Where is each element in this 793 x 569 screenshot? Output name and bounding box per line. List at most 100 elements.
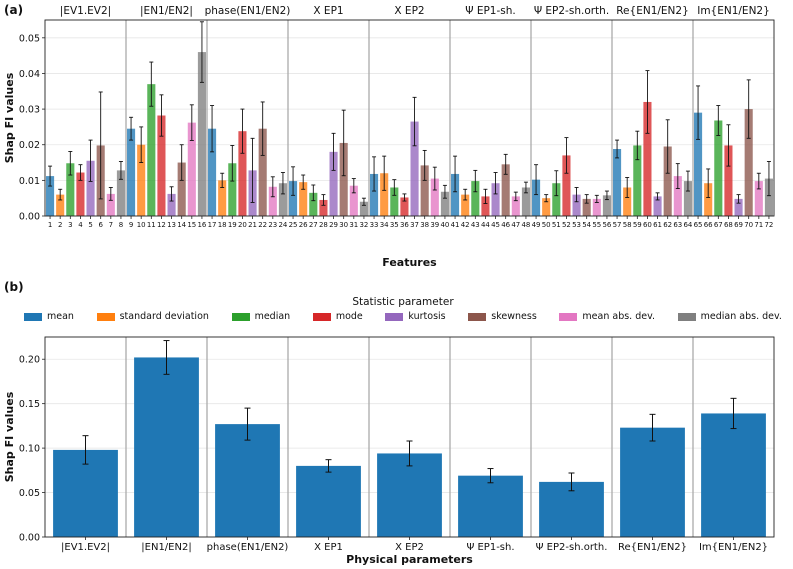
xtick-label-b: Ψ EP2-sh.orth. bbox=[536, 542, 608, 553]
xtick-label-a: 16 bbox=[197, 221, 206, 229]
bar-a bbox=[299, 182, 308, 216]
xtick-label-a: 72 bbox=[764, 221, 773, 229]
xtick-label-a: 61 bbox=[653, 221, 662, 229]
xtick-label-a: 22 bbox=[258, 221, 267, 229]
bar-a bbox=[349, 185, 358, 216]
bar-a bbox=[380, 173, 389, 216]
xtick-label-a: 45 bbox=[491, 221, 500, 229]
bar-a bbox=[683, 181, 692, 216]
bar-a bbox=[137, 144, 146, 216]
xtick-label-a: 29 bbox=[329, 221, 338, 229]
bar-a bbox=[623, 187, 632, 216]
ytick-label-b: 0.20 bbox=[19, 355, 40, 366]
bar-a bbox=[582, 198, 591, 216]
legend-label: mean bbox=[47, 311, 74, 322]
bar-a bbox=[532, 179, 541, 216]
legend-items: mean standard deviation median mode kurtosis… bbox=[18, 311, 788, 322]
bar-a bbox=[602, 195, 611, 216]
bar-a bbox=[673, 176, 682, 216]
group-label-a: X EP2 bbox=[394, 5, 424, 17]
bar-a bbox=[319, 199, 328, 216]
legend-label: median bbox=[254, 311, 291, 322]
xlabel-b: Physical parameters bbox=[346, 553, 473, 566]
xtick-label-a: 62 bbox=[663, 221, 672, 229]
bar-a bbox=[157, 115, 166, 216]
xtick-label-a: 50 bbox=[542, 221, 551, 229]
xtick-label-a: 33 bbox=[370, 221, 379, 229]
legend-swatch bbox=[312, 312, 331, 321]
panel-label-b: (b) bbox=[4, 280, 24, 294]
xtick-label-b: Ψ EP1-sh. bbox=[466, 542, 514, 553]
bar-a bbox=[451, 173, 460, 216]
ytick-label-b: 0.00 bbox=[19, 533, 40, 544]
bar-a bbox=[56, 194, 65, 216]
xtick-label-a: 25 bbox=[289, 221, 298, 229]
xtick-label-a: 9 bbox=[129, 221, 133, 229]
group-label-a: |EN1/EN2| bbox=[140, 5, 193, 17]
bar-a bbox=[289, 181, 298, 216]
legend-item: standard deviation bbox=[96, 311, 209, 322]
xtick-label-a: 56 bbox=[602, 221, 611, 229]
bar-a bbox=[461, 194, 470, 216]
ytick-label-a: 0.04 bbox=[19, 69, 40, 80]
xtick-label-a: 18 bbox=[218, 221, 227, 229]
xtick-label-a: 31 bbox=[349, 221, 358, 229]
bar-a bbox=[258, 128, 267, 216]
ytick-label-a: 0.02 bbox=[19, 140, 40, 151]
bar-a bbox=[440, 191, 449, 216]
xtick-label-a: 47 bbox=[511, 221, 520, 229]
ytick-label-a: 0.03 bbox=[19, 105, 40, 116]
xtick-label-a: 3 bbox=[68, 221, 72, 229]
xtick-label-a: 44 bbox=[481, 221, 490, 229]
legend-swatch bbox=[677, 312, 696, 321]
xtick-label-a: 10 bbox=[137, 221, 146, 229]
xtick-label-a: 23 bbox=[268, 221, 277, 229]
xtick-label-b: X EP1 bbox=[314, 542, 343, 553]
xtick-label-a: 37 bbox=[410, 221, 419, 229]
legend-swatch bbox=[24, 312, 42, 321]
legend-label: kurtosis bbox=[408, 311, 446, 322]
ytick-label-a: 0.05 bbox=[19, 33, 40, 44]
bar-a bbox=[278, 183, 287, 216]
xtick-label-a: 7 bbox=[109, 221, 113, 229]
bar-a bbox=[511, 196, 520, 216]
xtick-label-a: 42 bbox=[461, 221, 470, 229]
legend: Statistic parameter mean standard deviati… bbox=[18, 296, 788, 322]
xtick-label-a: 32 bbox=[359, 221, 368, 229]
xtick-label-a: 27 bbox=[309, 221, 318, 229]
bar-a bbox=[208, 128, 217, 216]
xtick-label-a: 71 bbox=[754, 221, 763, 229]
xtick-label-a: 36 bbox=[400, 221, 409, 229]
ytick-label-a: 0.00 bbox=[19, 212, 40, 223]
bar-a bbox=[542, 198, 551, 216]
bar-a bbox=[653, 196, 662, 216]
legend-item: mean abs. dev. bbox=[559, 311, 655, 322]
bar-a bbox=[46, 176, 55, 216]
legend-item: mode bbox=[312, 311, 363, 322]
legend-label: skewness bbox=[491, 311, 537, 322]
xtick-label-b: X EP2 bbox=[395, 542, 424, 553]
group-label-a: Ψ EP1-sh. bbox=[465, 5, 516, 17]
xtick-label-a: 21 bbox=[248, 221, 257, 229]
legend-swatch bbox=[231, 312, 250, 321]
legend-swatch bbox=[96, 312, 115, 321]
legend-label: standard deviation bbox=[119, 311, 209, 322]
bar-a bbox=[714, 120, 723, 216]
bar-a bbox=[410, 121, 419, 216]
legend-label: median abs. dev. bbox=[700, 311, 782, 322]
bar-a bbox=[663, 146, 672, 216]
group-label-a: Im{EN1/EN2} bbox=[697, 5, 770, 17]
bar-a bbox=[491, 183, 500, 216]
xtick-label-a: 68 bbox=[724, 221, 733, 229]
xtick-label-a: 64 bbox=[683, 221, 692, 229]
bar-a bbox=[430, 178, 439, 216]
bar-a bbox=[734, 198, 743, 216]
bar-a bbox=[400, 197, 409, 216]
bar-a bbox=[501, 164, 510, 216]
xtick-label-a: 57 bbox=[613, 221, 622, 229]
bar-a bbox=[187, 122, 196, 216]
bar-b bbox=[215, 424, 280, 537]
ylabel-a: Shap FI values bbox=[3, 72, 16, 163]
xtick-label-a: 52 bbox=[562, 221, 571, 229]
